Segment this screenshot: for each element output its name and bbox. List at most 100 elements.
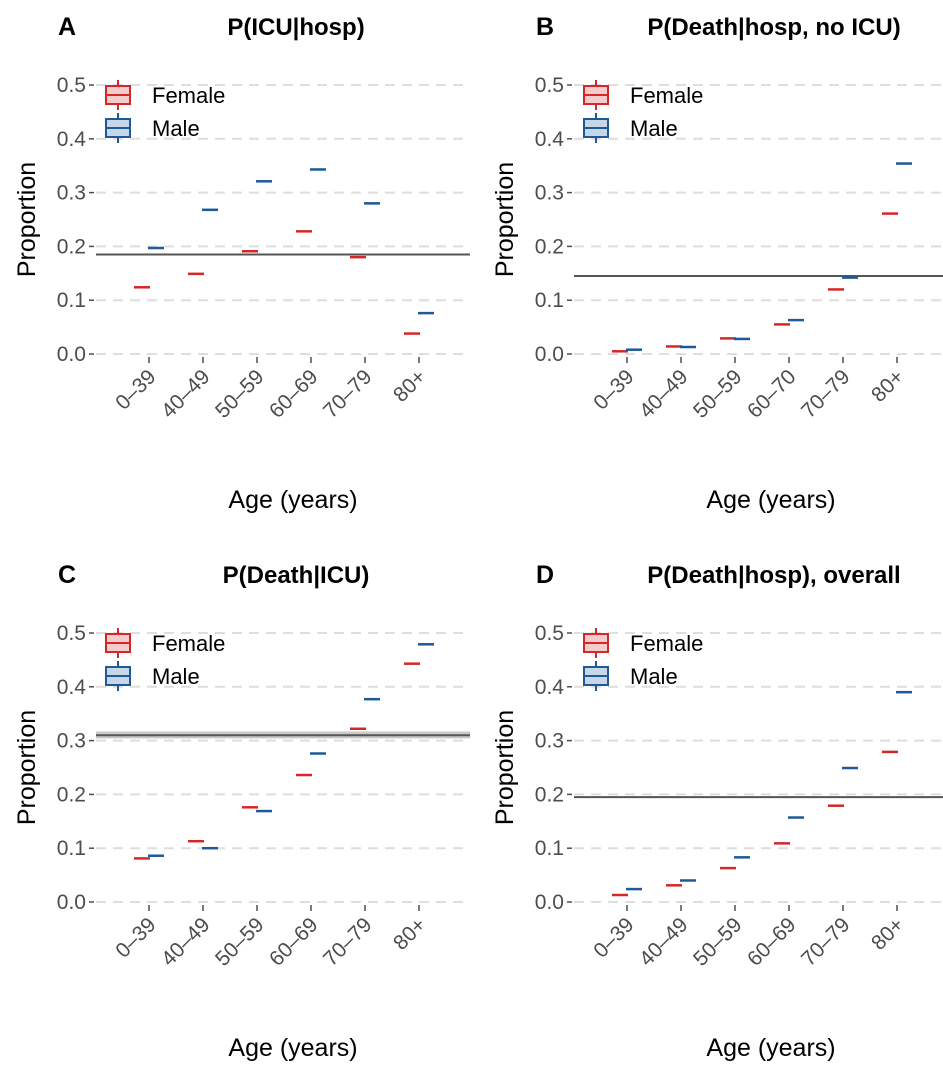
legend-item-female: Female (105, 80, 225, 110)
legend-item-male: Male (583, 661, 678, 691)
y-tick-label: 0.0 (57, 343, 86, 366)
panel-letter: C (58, 561, 76, 589)
panel-title: P(Death|hosp, no ICU) (647, 14, 900, 41)
box-male-1 (202, 846, 218, 850)
x-tick-label: 60–69 (743, 913, 801, 971)
x-tick-label: 60–70 (743, 365, 801, 423)
box-male-2 (256, 809, 272, 813)
y-tick-label: 0.3 (535, 182, 564, 205)
box-male-5 (896, 162, 912, 165)
x-tick-label: 0–39 (111, 365, 160, 414)
legend-item-female: Female (105, 628, 225, 658)
box-female-4 (828, 804, 844, 807)
y-tick-label: 0.2 (57, 235, 86, 258)
box-male-5 (896, 690, 912, 694)
box-male-2 (734, 856, 750, 859)
y-tick-label: 0.2 (57, 783, 86, 806)
box-female-0 (134, 857, 150, 860)
y-axis-title: Proportion (13, 162, 41, 277)
box-female-0 (134, 286, 150, 289)
box-female-1 (188, 839, 204, 843)
box-male-1 (680, 345, 696, 349)
box-female-0 (612, 350, 628, 353)
x-axis-title: Age (years) (228, 1034, 357, 1062)
box-female-3 (296, 230, 312, 233)
box-male-0 (148, 854, 164, 857)
box-female-2 (242, 806, 258, 809)
x-tick-label: 0–39 (111, 913, 160, 962)
y-tick-label: 0.5 (57, 74, 86, 97)
box-female-3 (774, 323, 790, 326)
y-tick-label: 0.0 (57, 891, 86, 914)
legend-label: Male (630, 116, 678, 141)
legend-label: Male (630, 664, 678, 689)
x-tick-label: 50–59 (211, 913, 269, 971)
y-axis-title: Proportion (491, 162, 519, 277)
y-tick-label: 0.3 (535, 730, 564, 753)
box-female-5 (404, 662, 420, 665)
x-tick-label: 0–39 (589, 365, 638, 414)
legend-item-female: Female (583, 628, 703, 658)
x-tick-label: 80+ (867, 913, 908, 954)
x-tick-label: 70–79 (797, 365, 855, 423)
y-tick-label: 0.4 (57, 676, 87, 699)
panel-title: P(Death|hosp), overall (647, 562, 900, 589)
legend-label: Male (152, 116, 200, 141)
box-female-2 (242, 249, 258, 253)
box-male-0 (626, 348, 642, 351)
box-male-2 (256, 180, 272, 183)
x-tick-label: 50–59 (689, 365, 747, 423)
y-tick-label: 0.1 (535, 837, 564, 860)
x-tick-label: 0–39 (589, 913, 638, 962)
box-female-5 (882, 212, 898, 215)
legend-label: Female (152, 83, 225, 108)
panel-a: A P(ICU|hosp) 0.0 0.1 0.2 0.3 0.4 0.5 Proportion… (13, 13, 470, 514)
y-tick-label: 0.4 (535, 676, 565, 699)
y-tick-label: 0.2 (535, 235, 564, 258)
x-tick-label: 60–69 (265, 365, 323, 423)
box-male-3 (310, 752, 326, 755)
y-tick-label: 0.1 (57, 289, 86, 312)
legend-item-female: Female (583, 80, 703, 110)
panel-title: P(Death|ICU) (223, 562, 370, 589)
box-female-0 (612, 893, 628, 897)
x-tick-label: 80+ (389, 365, 430, 406)
box-female-1 (666, 884, 682, 887)
x-tick-label: 80+ (867, 365, 908, 406)
box-male-1 (202, 208, 218, 212)
panel-letter: B (536, 13, 554, 41)
y-tick-label: 0.2 (535, 783, 564, 806)
box-male-2 (734, 337, 750, 341)
box-male-4 (364, 697, 380, 701)
y-axis-title: Proportion (491, 710, 519, 825)
x-tick-label: 50–59 (689, 913, 747, 971)
box-female-3 (296, 773, 312, 777)
x-tick-label: 40–49 (157, 365, 215, 423)
x-tick-label: 80+ (389, 913, 430, 954)
box-male-5 (418, 311, 434, 315)
panel-c: C P(Death|ICU) 0.0 0.1 0.2 0.3 0.4 0.5 Proportio… (13, 561, 470, 1062)
box-male-3 (310, 168, 326, 171)
box-female-3 (774, 842, 790, 845)
x-tick-label: 40–49 (635, 913, 693, 971)
x-tick-label: 50–59 (211, 365, 269, 423)
box-male-3 (788, 318, 804, 322)
x-tick-label: 70–79 (319, 913, 377, 971)
panel-letter: D (536, 561, 554, 589)
panel-b: B P(Death|hosp, no ICU) 0.0 0.1 0.2 0.3 0.4 0.5… (491, 13, 943, 514)
y-tick-label: 0.3 (57, 730, 86, 753)
y-tick-label: 0.4 (57, 128, 87, 151)
legend-item-male: Male (105, 113, 200, 143)
y-axis-title: Proportion (13, 710, 41, 825)
y-tick-label: 0.0 (535, 343, 564, 366)
legend-label: Female (630, 631, 703, 656)
box-male-1 (680, 879, 696, 882)
box-female-4 (350, 255, 366, 259)
legend-item-male: Male (583, 113, 678, 143)
box-male-5 (418, 643, 434, 646)
box-male-4 (364, 202, 380, 205)
box-female-4 (828, 288, 844, 291)
panel-d: D P(Death|hosp), overall 0.0 0.1 0.2 0.3 0.4 0.… (491, 561, 943, 1062)
panel-title: P(ICU|hosp) (227, 14, 364, 41)
